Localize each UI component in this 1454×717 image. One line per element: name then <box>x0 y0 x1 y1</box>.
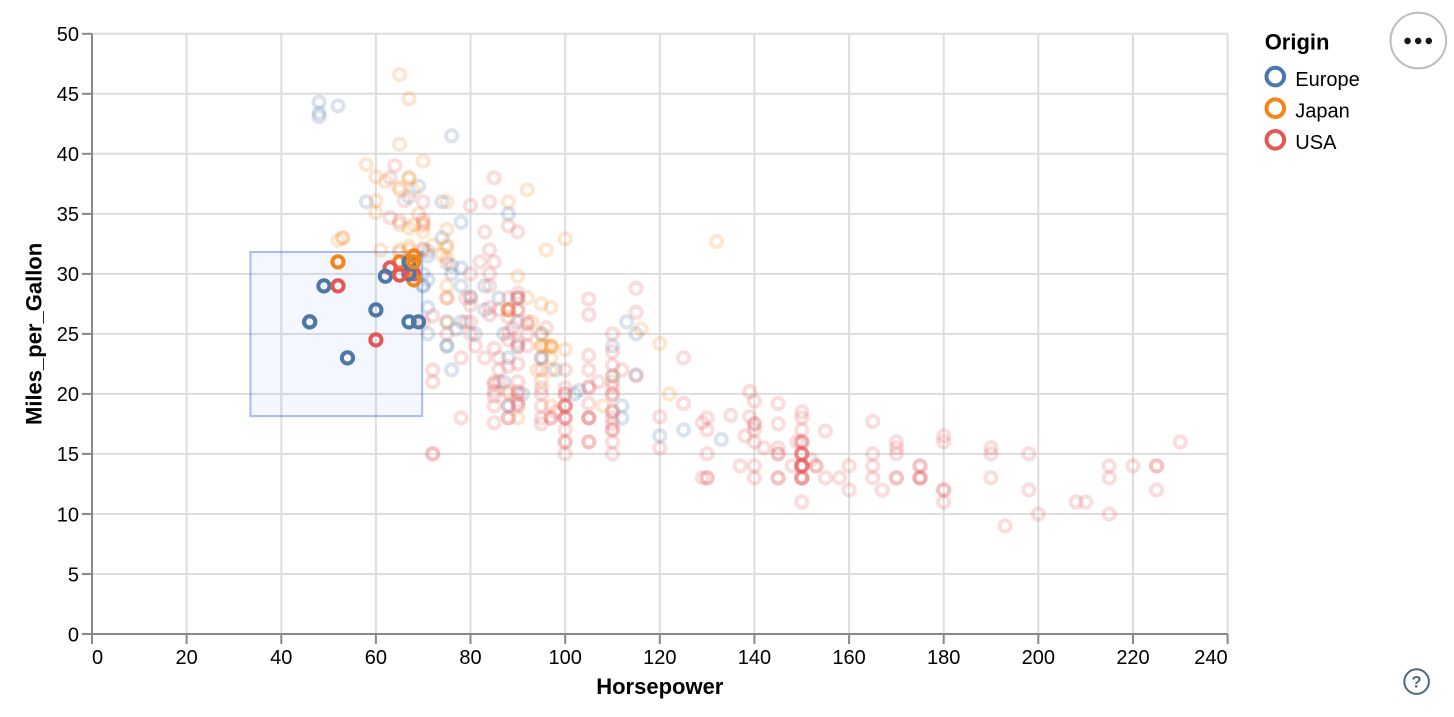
svg-text:200: 200 <box>1022 647 1055 669</box>
svg-text:0: 0 <box>68 624 79 646</box>
svg-text:?: ? <box>1412 674 1422 692</box>
svg-text:10: 10 <box>57 504 79 526</box>
svg-text:20: 20 <box>57 384 79 406</box>
svg-text:120: 120 <box>643 647 676 669</box>
svg-text:50: 50 <box>57 24 79 46</box>
svg-text:140: 140 <box>738 647 771 669</box>
svg-text:80: 80 <box>459 647 481 669</box>
svg-text:5: 5 <box>68 564 79 586</box>
svg-text:Origin: Origin <box>1265 29 1330 54</box>
svg-text:Japan: Japan <box>1295 101 1350 123</box>
svg-text:USA: USA <box>1295 132 1337 154</box>
svg-text:180: 180 <box>927 647 960 669</box>
svg-text:Miles_per_Gallon: Miles_per_Gallon <box>22 243 47 425</box>
svg-text:30: 30 <box>57 264 79 286</box>
svg-text:220: 220 <box>1116 647 1149 669</box>
svg-text:0: 0 <box>92 647 103 669</box>
svg-text:Europe: Europe <box>1295 69 1360 91</box>
svg-text:Horsepower: Horsepower <box>596 674 724 699</box>
svg-text:15: 15 <box>57 444 79 466</box>
svg-text:45: 45 <box>57 84 79 106</box>
svg-text:240: 240 <box>1194 647 1227 669</box>
svg-text:60: 60 <box>365 647 387 669</box>
svg-text:160: 160 <box>832 647 865 669</box>
svg-text:25: 25 <box>57 324 79 346</box>
svg-text:35: 35 <box>57 204 79 226</box>
svg-text:40: 40 <box>57 144 79 166</box>
svg-text:20: 20 <box>175 647 197 669</box>
svg-text:100: 100 <box>549 647 582 669</box>
svg-text:40: 40 <box>270 647 292 669</box>
